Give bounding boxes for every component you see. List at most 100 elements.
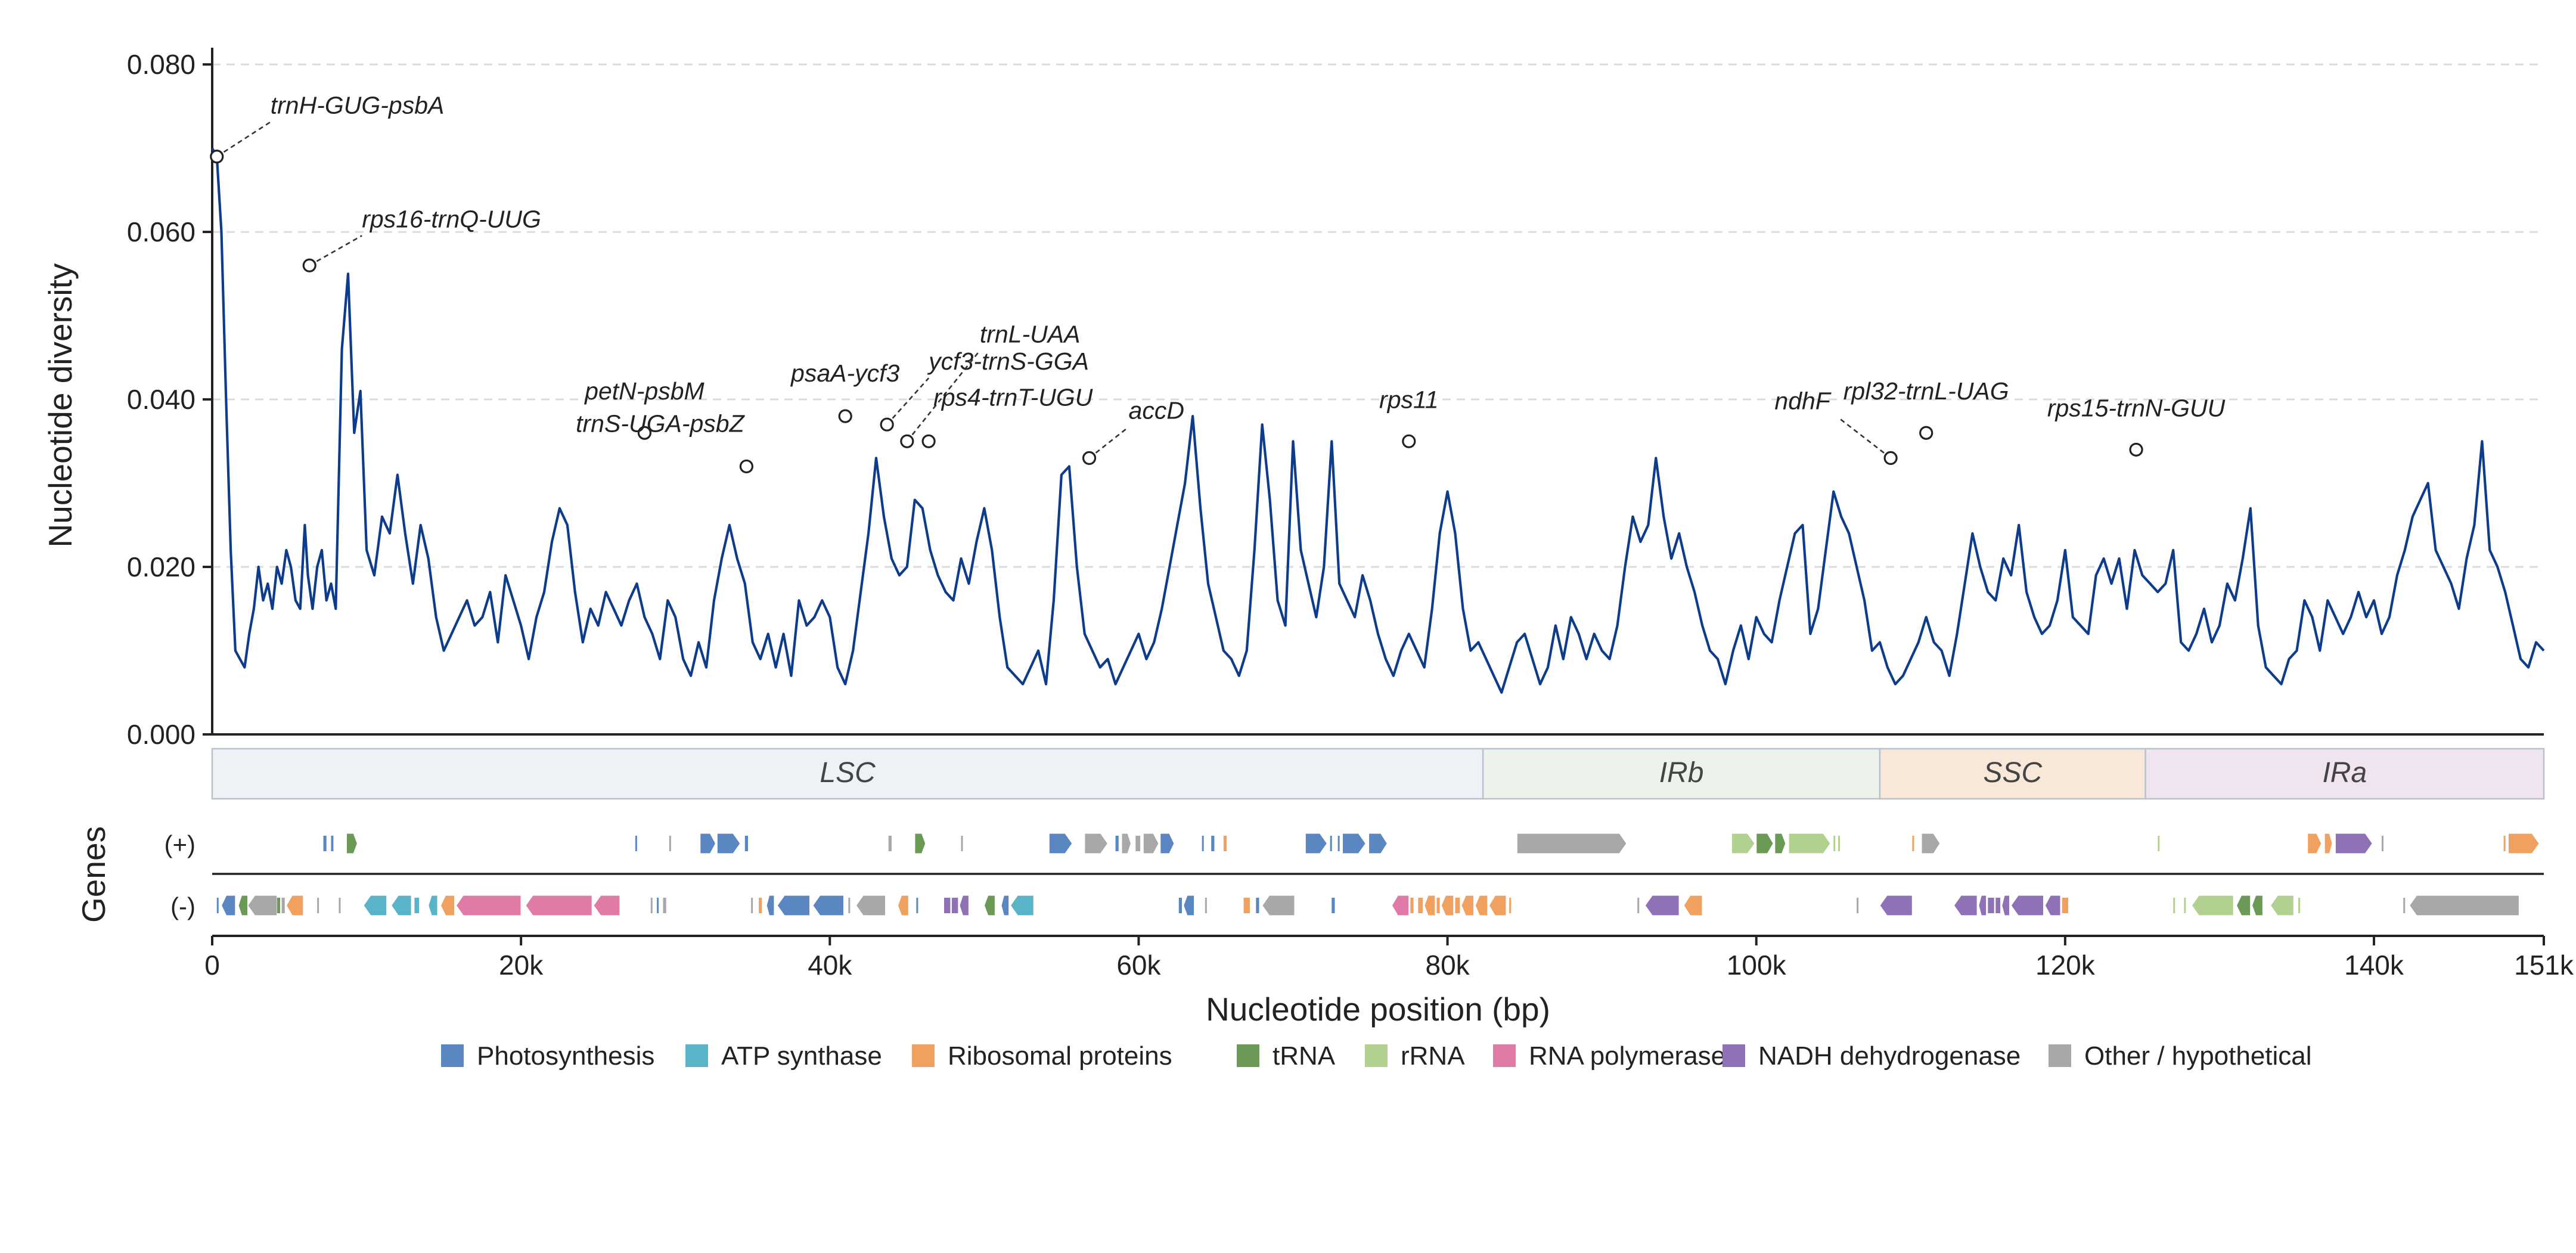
- peak-leader-line: [216, 121, 271, 157]
- peak-marker: [1883, 451, 1898, 465]
- peak-marker: [302, 258, 316, 272]
- gene-feature: [916, 898, 918, 913]
- gene-feature: [1857, 898, 1859, 913]
- gene-feature: [2503, 836, 2506, 851]
- gene-feature: [285, 895, 304, 916]
- gene-feature: [1756, 833, 1774, 854]
- gene-feature: [363, 895, 387, 916]
- gene-feature: [2158, 836, 2160, 851]
- peak-leader-line: [886, 377, 930, 426]
- peak-label: rps4-trnT-UGU: [933, 383, 1093, 411]
- gene-feature: [1178, 898, 1182, 913]
- y-tick-label: 0.000: [127, 719, 195, 750]
- gene-feature: [440, 895, 455, 916]
- gene-feature: [247, 895, 278, 916]
- region-band: [1482, 748, 1881, 800]
- y-tick-label: 0.060: [127, 216, 195, 247]
- gene-feature: [428, 895, 438, 916]
- legend-swatch: [1365, 1044, 1388, 1067]
- x-tick-label: 0: [204, 950, 220, 981]
- strand-plus-label: (+): [165, 830, 196, 858]
- gene-feature: [855, 895, 886, 916]
- peak-leader-line: [1088, 426, 1129, 459]
- region-label: SSC: [1983, 757, 2042, 789]
- gene-feature: [1391, 895, 1410, 916]
- gene-feature: [766, 895, 775, 916]
- peak-marker: [1082, 451, 1097, 465]
- legend-swatch: [1237, 1044, 1259, 1067]
- gene-feature: [339, 898, 341, 913]
- gene-feature: [1488, 895, 1507, 916]
- gene-feature: [1223, 836, 1227, 851]
- gene-feature: [1368, 833, 1388, 854]
- peak-label: rps16-trnQ-UUG: [362, 205, 541, 232]
- gridlines: [212, 63, 2544, 568]
- gene-feature: [1115, 836, 1119, 851]
- gene-feature: [317, 898, 319, 913]
- gene-tracks: [212, 833, 2544, 916]
- legend-swatch: [912, 1044, 935, 1067]
- gene-feature: [2184, 898, 2186, 913]
- y-tick-label: 0.080: [127, 49, 195, 80]
- x-tick-label: 140k: [2344, 950, 2404, 981]
- peak-leader-line: [906, 350, 980, 442]
- gene-feature: [525, 895, 592, 916]
- gene-feature: [2403, 898, 2406, 913]
- peak-label: rpl32-trnL-UAG: [1843, 377, 2009, 405]
- y-axis-title: Nucleotide diversity: [42, 263, 79, 547]
- gene-feature: [281, 898, 285, 913]
- region-label: LSC: [820, 757, 876, 789]
- gene-feature: [944, 898, 951, 913]
- gene-feature: [1455, 898, 1460, 913]
- peak-marker: [900, 434, 914, 448]
- peak-label: accD: [1129, 396, 1184, 424]
- gene-feature: [1953, 895, 1978, 916]
- region-band: [211, 748, 1484, 800]
- peak-marker: [210, 150, 224, 164]
- peak-leader-line: [1838, 417, 1891, 459]
- gene-feature: [455, 895, 522, 916]
- gene-feature: [1879, 895, 1913, 916]
- y-tick-label: 0.020: [127, 551, 195, 582]
- y-axis: 0.000 0.020 0.040 0.060 0.080: [127, 48, 2544, 750]
- peak-label: rps11: [1379, 386, 1439, 413]
- legend-label: Ribosomal proteins: [948, 1041, 1172, 1071]
- gene-feature: [1183, 895, 1195, 916]
- gene-feature: [1337, 836, 1340, 851]
- gene-feature: [593, 895, 620, 916]
- gene-feature: [2010, 895, 2044, 916]
- gene-feature: [897, 895, 910, 916]
- x-tick-label: 151k: [2514, 950, 2574, 981]
- x-axis: 0 20k 40k 60k 80k 100k 120k 140k 151k: [204, 935, 2574, 981]
- peak-marker: [2129, 442, 2143, 457]
- gene-feature: [1436, 898, 1440, 913]
- diversity-plot-area: [211, 147, 2545, 694]
- gene-feature: [777, 895, 811, 916]
- gene-feature: [1838, 836, 1841, 851]
- peak-marker: [1402, 434, 1416, 448]
- gene-feature: [1509, 898, 1512, 913]
- gene-feature: [1243, 898, 1250, 913]
- gene-feature: [2173, 898, 2175, 913]
- gene-feature: [1683, 895, 1703, 916]
- gene-feature: [663, 898, 666, 913]
- gene-feature: [1135, 836, 1141, 851]
- gene-feature: [669, 836, 671, 851]
- region-band: [2144, 748, 2545, 800]
- gene-feature: [346, 833, 358, 854]
- gene-feature: [390, 895, 412, 916]
- legend-label: RNA polymerase: [1529, 1041, 1725, 1071]
- gene-feature: [2324, 833, 2333, 854]
- gene-feature: [2236, 895, 2251, 916]
- gene-feature: [951, 898, 958, 913]
- gene-feature: [1637, 898, 1640, 913]
- peak-label: petN-psbM: [584, 377, 704, 405]
- genes-axis-title: Genes: [75, 826, 112, 923]
- y-tick-label: 0.040: [127, 384, 195, 415]
- gene-feature: [1084, 833, 1109, 854]
- gene-feature: [2335, 833, 2373, 854]
- x-tick-label: 80k: [1425, 950, 1470, 981]
- gene-feature: [961, 836, 963, 851]
- legend-label: NADH dehydrogenase: [1758, 1041, 2021, 1071]
